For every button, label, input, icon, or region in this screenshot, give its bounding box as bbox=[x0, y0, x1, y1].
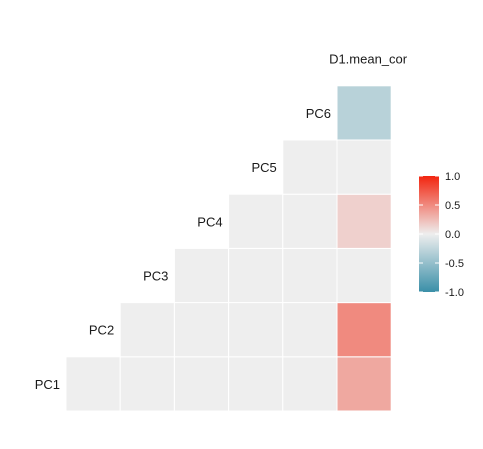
heatmap-cell-PC5-PC6 bbox=[282, 139, 338, 195]
diagonal-label-PC6: PC6 bbox=[306, 106, 331, 121]
legend-color-bar bbox=[419, 176, 439, 292]
heatmap-cell-PC4-D1.mean_cor bbox=[336, 193, 392, 249]
heatmap-cell-PC2-PC6 bbox=[282, 302, 338, 358]
diagonal-labels: PC1 PC2 PC3 PC4 PC5 PC6 D1.mean_cor bbox=[35, 52, 408, 392]
heatmap-cell-PC1-PC6 bbox=[282, 356, 338, 412]
heatmap-cell-PC2-PC4 bbox=[173, 302, 230, 358]
heatmap-cell-PC1-PC5 bbox=[228, 356, 284, 412]
diagonal-label-PC5: PC5 bbox=[252, 160, 277, 175]
legend-tick-label: -0.5 bbox=[445, 258, 464, 270]
heatmap-cell-PC2-PC3 bbox=[119, 302, 175, 358]
heatmap-cell-PC1-PC2 bbox=[65, 356, 121, 412]
diagonal-label-D1.mean_cor: D1.mean_cor bbox=[329, 52, 408, 67]
heatmap-cell-PC2-D1.mean_cor bbox=[336, 302, 392, 358]
legend-tick-label: -1.0 bbox=[445, 287, 464, 299]
heatmap-cell-PC1-D1.mean_cor bbox=[336, 356, 392, 412]
diagonal-label-PC1: PC1 bbox=[35, 377, 60, 392]
heatmap-cell-PC5-D1.mean_cor bbox=[336, 139, 392, 195]
heatmap-cell-PC3-PC5 bbox=[228, 247, 284, 304]
heatmap-cell-PC4-PC5 bbox=[228, 193, 284, 249]
heatmap-cells bbox=[65, 85, 392, 412]
diagonal-label-PC4: PC4 bbox=[197, 214, 222, 229]
heatmap-cell-PC3-PC4 bbox=[173, 247, 230, 304]
diagonal-label-PC2: PC2 bbox=[89, 323, 114, 338]
heatmap-cell-PC4-PC6 bbox=[282, 193, 338, 249]
heatmap-cell-PC2-PC5 bbox=[228, 302, 284, 358]
legend-tick-label: 0.5 bbox=[445, 200, 460, 212]
heatmap-cell-PC3-D1.mean_cor bbox=[336, 247, 392, 304]
heatmap-cell-PC6-D1.mean_cor bbox=[336, 85, 392, 141]
legend-ticks: 1.0 0.5 0.0 -0.5 -1.0 bbox=[419, 171, 464, 299]
legend-tick-label: 0.0 bbox=[445, 229, 460, 241]
heatmap-cell-PC3-PC6 bbox=[282, 247, 338, 304]
color-legend: 1.0 0.5 0.0 -0.5 -1.0 bbox=[419, 171, 464, 299]
legend-tick-label: 1.0 bbox=[445, 171, 460, 183]
heatmap-cell-PC1-PC4 bbox=[173, 356, 230, 412]
heatmap-cell-PC1-PC3 bbox=[119, 356, 175, 412]
diagonal-label-PC3: PC3 bbox=[143, 269, 168, 284]
